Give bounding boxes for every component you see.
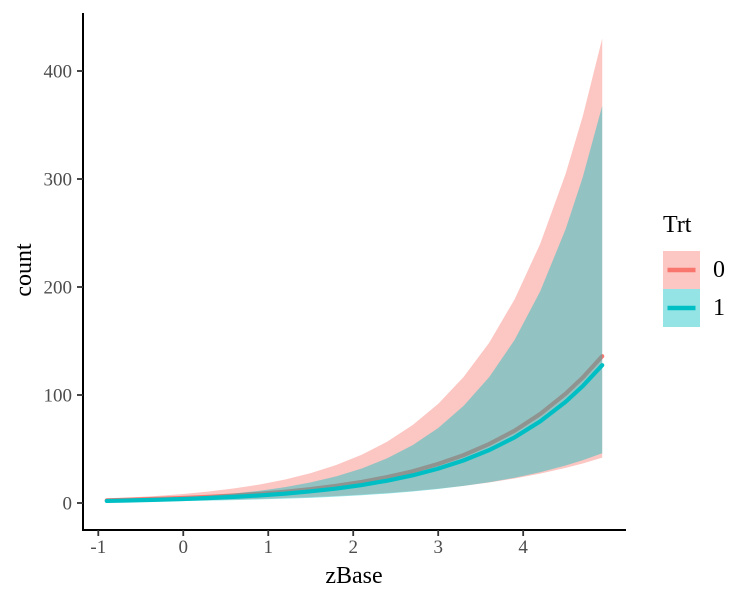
mean-line-series-1 (104, 363, 605, 504)
x-axis-title: zBase (325, 563, 383, 589)
x-tick-label: 3 (433, 537, 443, 558)
y-tick-label: 100 (44, 385, 73, 406)
legend-item: 0 (663, 251, 725, 290)
x-tick-label: -1 (90, 537, 106, 558)
x-tick-label: 2 (348, 537, 358, 558)
legend-item-label: 1 (713, 294, 725, 321)
legend-key-swatch (663, 251, 700, 290)
x-tick-label: 4 (518, 537, 528, 558)
axis-line (82, 13, 626, 531)
x-tick-label: 1 (263, 537, 273, 558)
ribbon-series-1 (106, 105, 603, 502)
y-tick-label: 200 (44, 277, 73, 298)
y-axis-title: count (11, 243, 37, 297)
y-tick-label: 0 (63, 493, 73, 514)
legend-item-label: 0 (713, 256, 725, 283)
legend-title: Trt (663, 212, 692, 238)
y-tick-label: 400 (44, 61, 73, 82)
legend-key-swatch (663, 289, 700, 328)
y-tick-label: 300 (44, 169, 73, 190)
legend-item: 1 (663, 289, 725, 328)
ribbon-series-0 (106, 38, 603, 502)
x-tick-label: 0 (179, 537, 189, 558)
